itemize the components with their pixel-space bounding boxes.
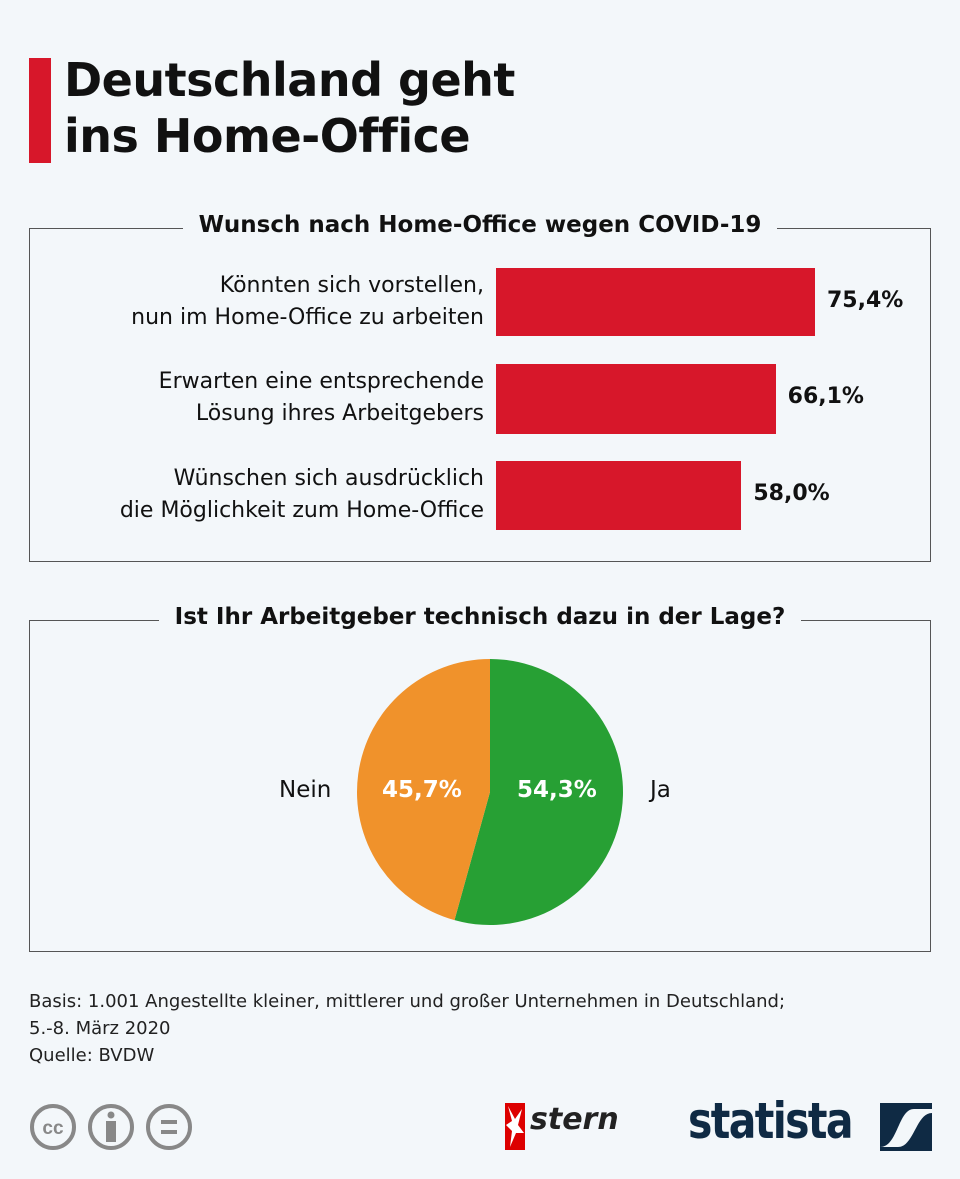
bar-chart-title: Wunsch nach Home-Office wegen COVID-19 [182, 212, 778, 238]
statista-mark-icon [880, 1103, 932, 1151]
pie-chart-title: Ist Ihr Arbeitgeber technisch dazu in de… [158, 604, 802, 630]
title-line-2: ins Home-Office [64, 109, 471, 163]
title-line-1: Deutschland geht [64, 53, 515, 107]
pie-label-ja: Ja [650, 777, 671, 803]
bar-category-label: Könnten sich vorstellen, nun im Home-Offi… [24, 270, 484, 334]
bar-value-label: 66,1% [787, 384, 864, 409]
bar-category-line: Könnten sich vorstellen, [219, 273, 484, 298]
pie-slice-ja [454, 659, 624, 925]
pie-label-nein: Nein [279, 777, 332, 803]
pie-value-ja: 54,3% [517, 777, 597, 803]
stern-logo: stern [530, 1102, 619, 1137]
bar [496, 461, 742, 530]
title-accent-bar [29, 58, 51, 163]
cc-icon: cc [30, 1104, 76, 1150]
pie-slice-nein [357, 659, 490, 921]
bar-category-line: die Möglichkeit zum Home-Office [119, 498, 484, 523]
page-title: Deutschland geht ins Home-Office [64, 52, 515, 164]
bar-value-label: 58,0% [753, 481, 830, 506]
attribution-icon [88, 1104, 134, 1150]
svg-text:cc: cc [42, 1118, 64, 1139]
stern-star-icon [505, 1103, 525, 1150]
bar [496, 364, 776, 434]
bar-category-line: nun im Home-Office zu arbeiten [131, 305, 484, 330]
bar-category-line: Lösung ihres Arbeitgebers [195, 401, 484, 426]
footnote-basis: Basis: 1.001 Angestellte kleiner, mittle… [29, 991, 786, 1012]
pie-value-nein: 45,7% [382, 777, 462, 803]
footnote: Basis: 1.001 Angestellte kleiner, mittle… [29, 988, 785, 1069]
bar-category-line: Wünschen sich ausdrücklich [173, 466, 484, 491]
pie-chart-panel: Ist Ihr Arbeitgeber technisch dazu in de… [29, 604, 931, 952]
bar-category-label: Wünschen sich ausdrücklich die Möglichkei… [24, 463, 484, 527]
bar-category-label: Erwarten eine entsprechende Lösung ihres … [24, 366, 484, 430]
bar-category-line: Erwarten eine entsprechende [158, 369, 484, 394]
bar [496, 268, 815, 336]
footnote-date: 5.-8. März 2020 [29, 1018, 171, 1039]
bar-value-label: 75,4% [827, 288, 904, 313]
bar-chart-panel: Wunsch nach Home-Office wegen COVID-19 [29, 212, 931, 562]
no-derivatives-icon [146, 1104, 192, 1150]
footnote-source: Quelle: BVDW [29, 1045, 155, 1066]
statista-logo: statista [688, 1092, 854, 1150]
cc-license-icons[interactable]: cc [28, 1102, 194, 1152]
